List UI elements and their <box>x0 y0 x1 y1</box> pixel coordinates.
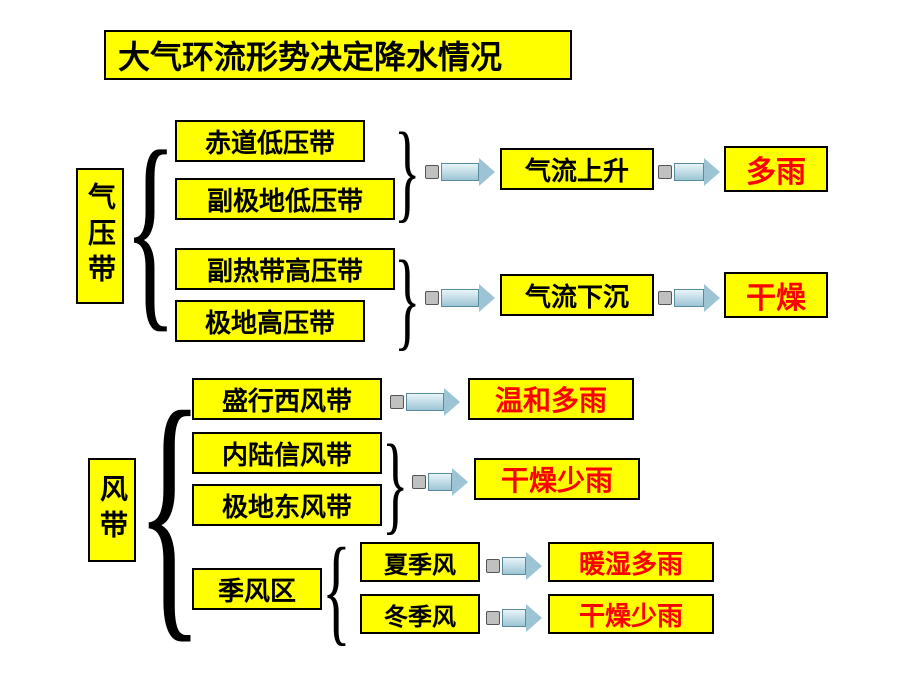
belt-westerlies: 盛行西风带 <box>192 378 382 420</box>
arrow-icon <box>412 468 468 496</box>
belt-monsoon-region: 季风区 <box>192 568 322 610</box>
monsoon-summer: 夏季风 <box>360 542 480 582</box>
result-air-rise: 气流上升 <box>500 148 654 190</box>
outcome-rainy: 多雨 <box>724 146 828 192</box>
belt-subtropical-high: 副热带高压带 <box>175 248 395 290</box>
outcome-warm-wet: 暖湿多雨 <box>548 542 714 582</box>
brace-icon: } <box>394 244 420 354</box>
belt-trade-winds: 内陆信风带 <box>192 432 382 474</box>
brace-icon: } <box>394 116 420 226</box>
arrow-icon <box>486 552 542 580</box>
brace-icon: } <box>382 428 408 538</box>
belt-subpolar-low: 副极地低压带 <box>175 178 395 220</box>
category-wind-belt: 风带 <box>88 458 136 562</box>
arrow-icon <box>658 284 720 312</box>
outcome-dry: 干燥 <box>724 272 828 318</box>
category-pressure-belt: 气压带 <box>76 168 124 304</box>
outcome-mild-rainy: 温和多雨 <box>468 378 634 420</box>
brace-icon: { <box>124 118 177 338</box>
diagram-title: 大气环流形势决定降水情况 <box>104 30 572 80</box>
arrow-icon <box>658 158 720 186</box>
monsoon-winter: 冬季风 <box>360 594 480 634</box>
arrow-icon <box>425 284 495 312</box>
brace-icon: { <box>322 530 351 650</box>
outcome-dry-less-rain: 干燥少雨 <box>474 458 640 500</box>
arrow-icon <box>390 388 460 416</box>
belt-equatorial-low: 赤道低压带 <box>175 120 365 162</box>
arrow-icon <box>425 158 495 186</box>
result-air-sink: 气流下沉 <box>500 274 654 316</box>
outcome-winter-dry: 干燥少雨 <box>548 594 714 634</box>
arrow-icon <box>486 604 542 632</box>
belt-polar-high: 极地高压带 <box>175 300 365 342</box>
belt-polar-easterlies: 极地东风带 <box>192 484 382 526</box>
